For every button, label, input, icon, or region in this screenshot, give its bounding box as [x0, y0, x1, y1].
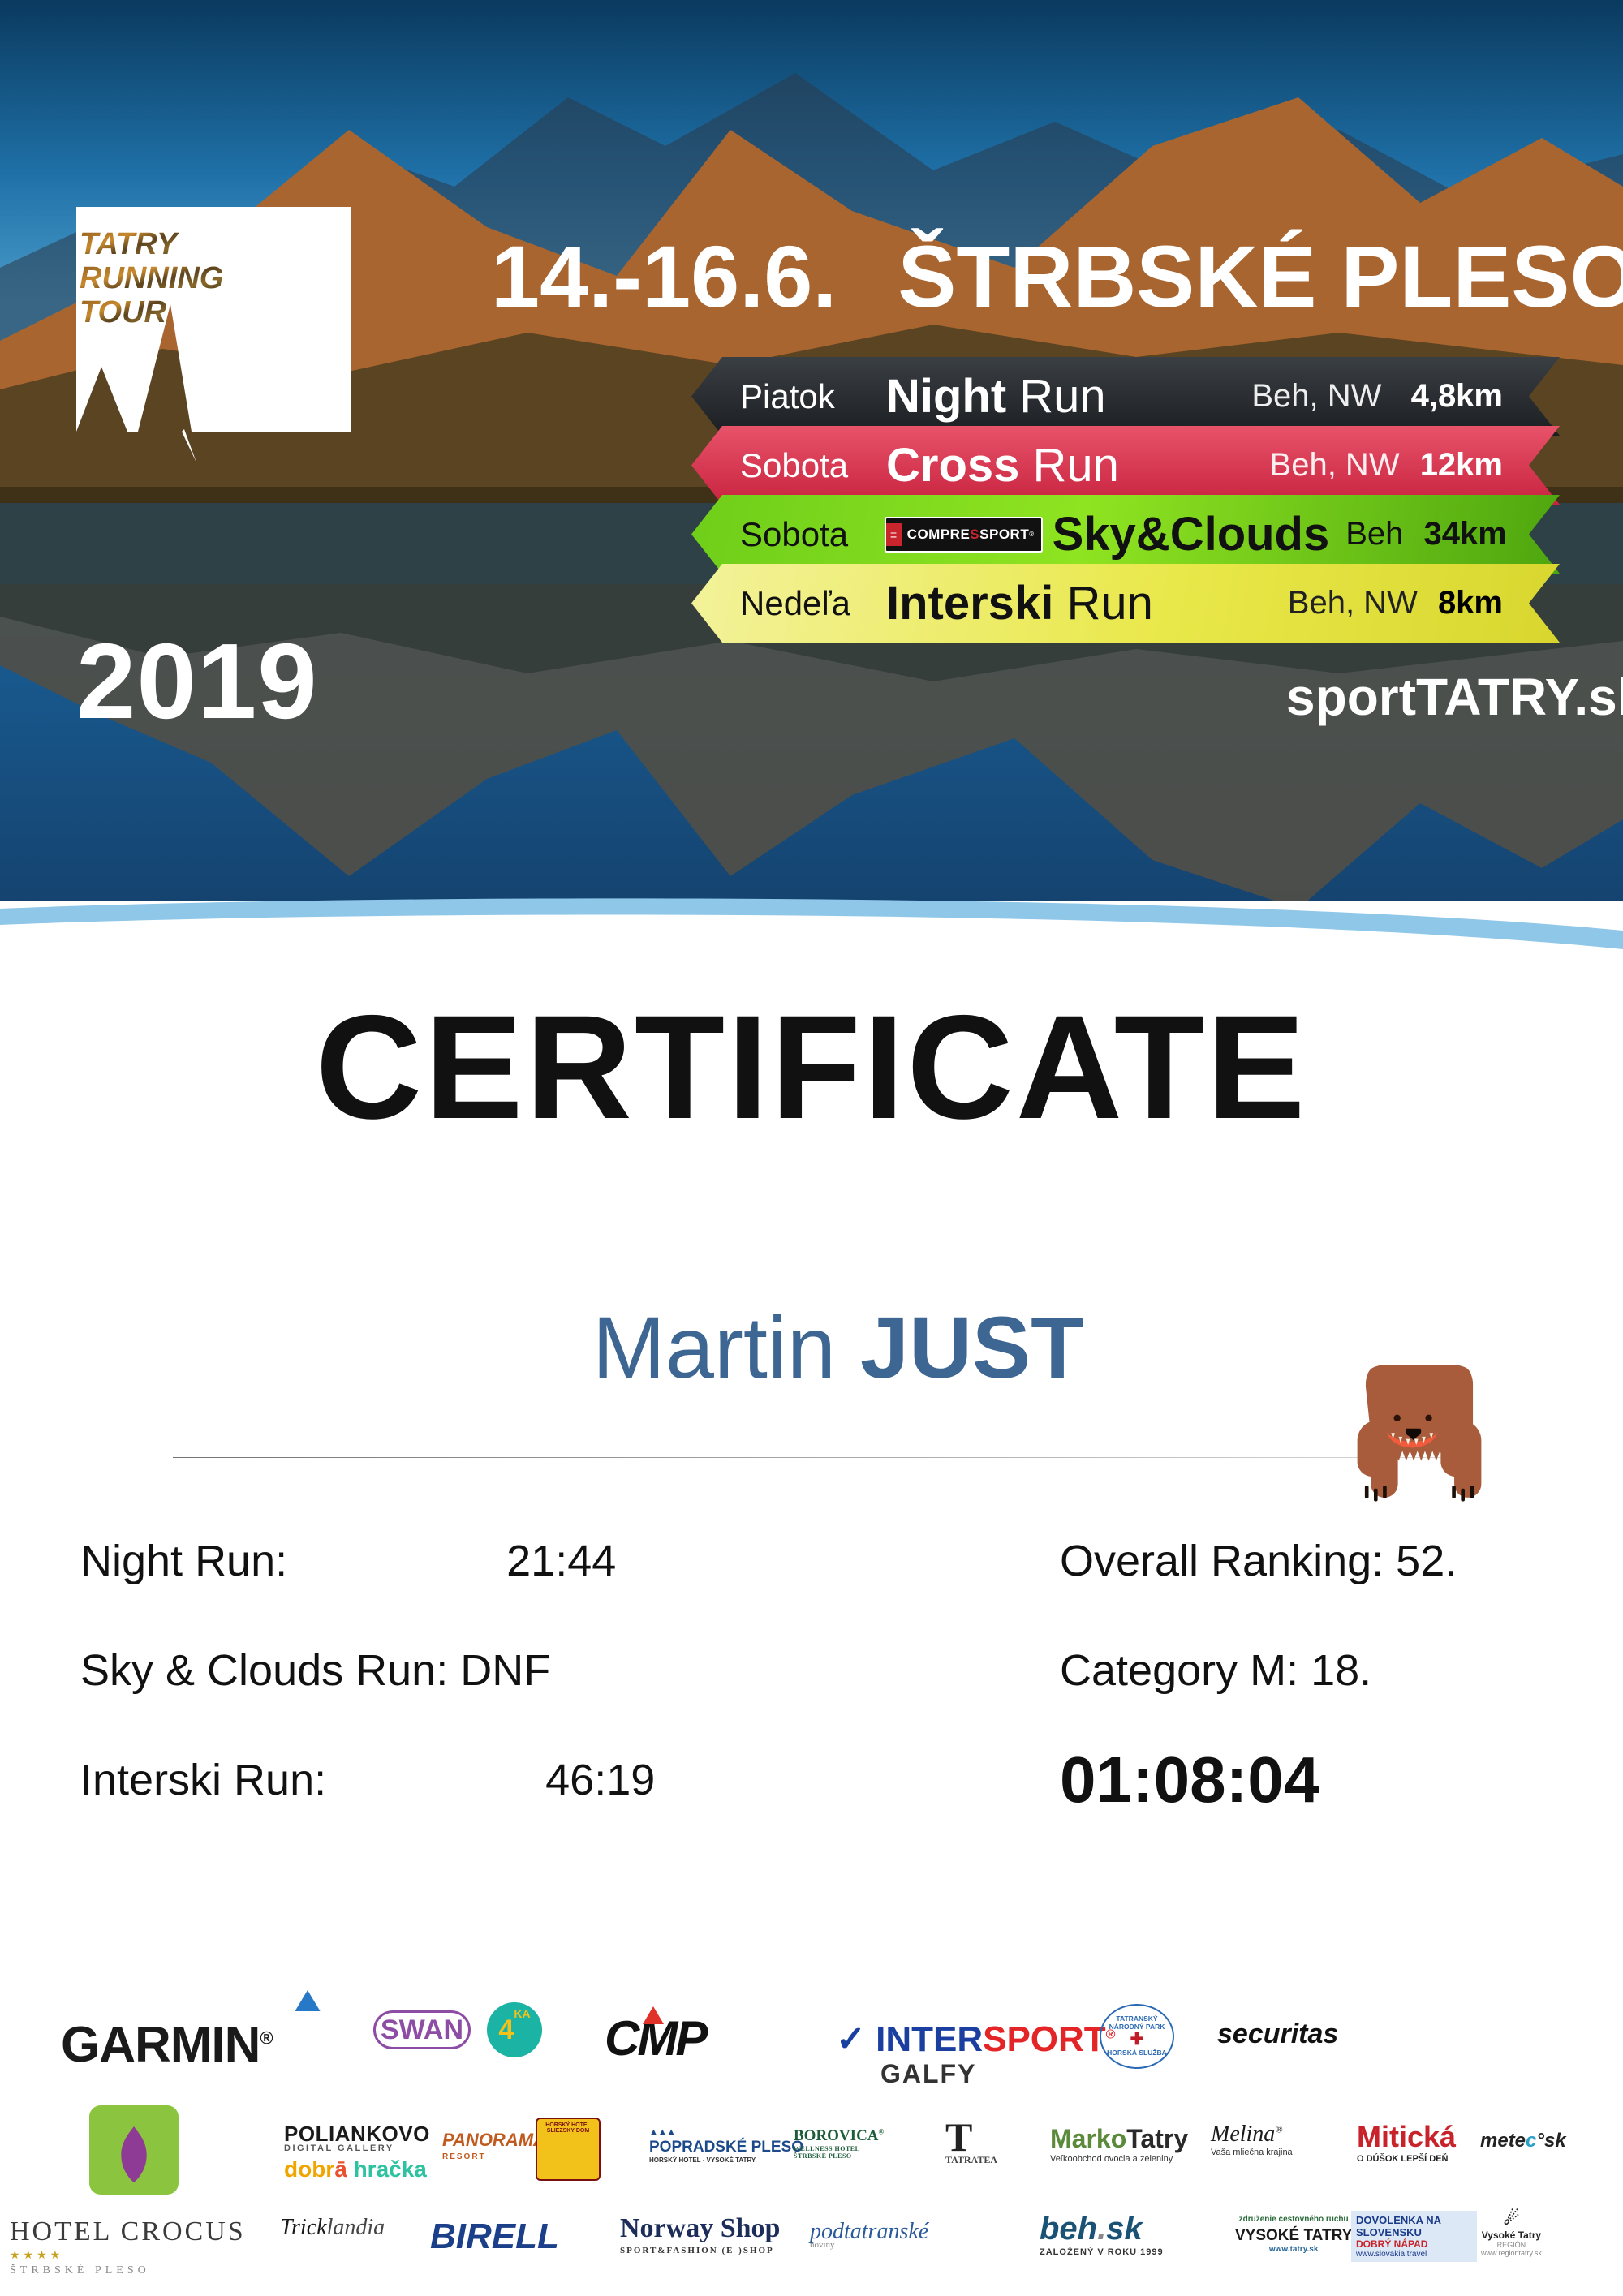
svg-text:TOUR: TOUR	[80, 295, 167, 329]
svg-text:TATRY: TATRY	[80, 227, 180, 261]
svg-text:RUNNING: RUNNING	[80, 261, 223, 295]
